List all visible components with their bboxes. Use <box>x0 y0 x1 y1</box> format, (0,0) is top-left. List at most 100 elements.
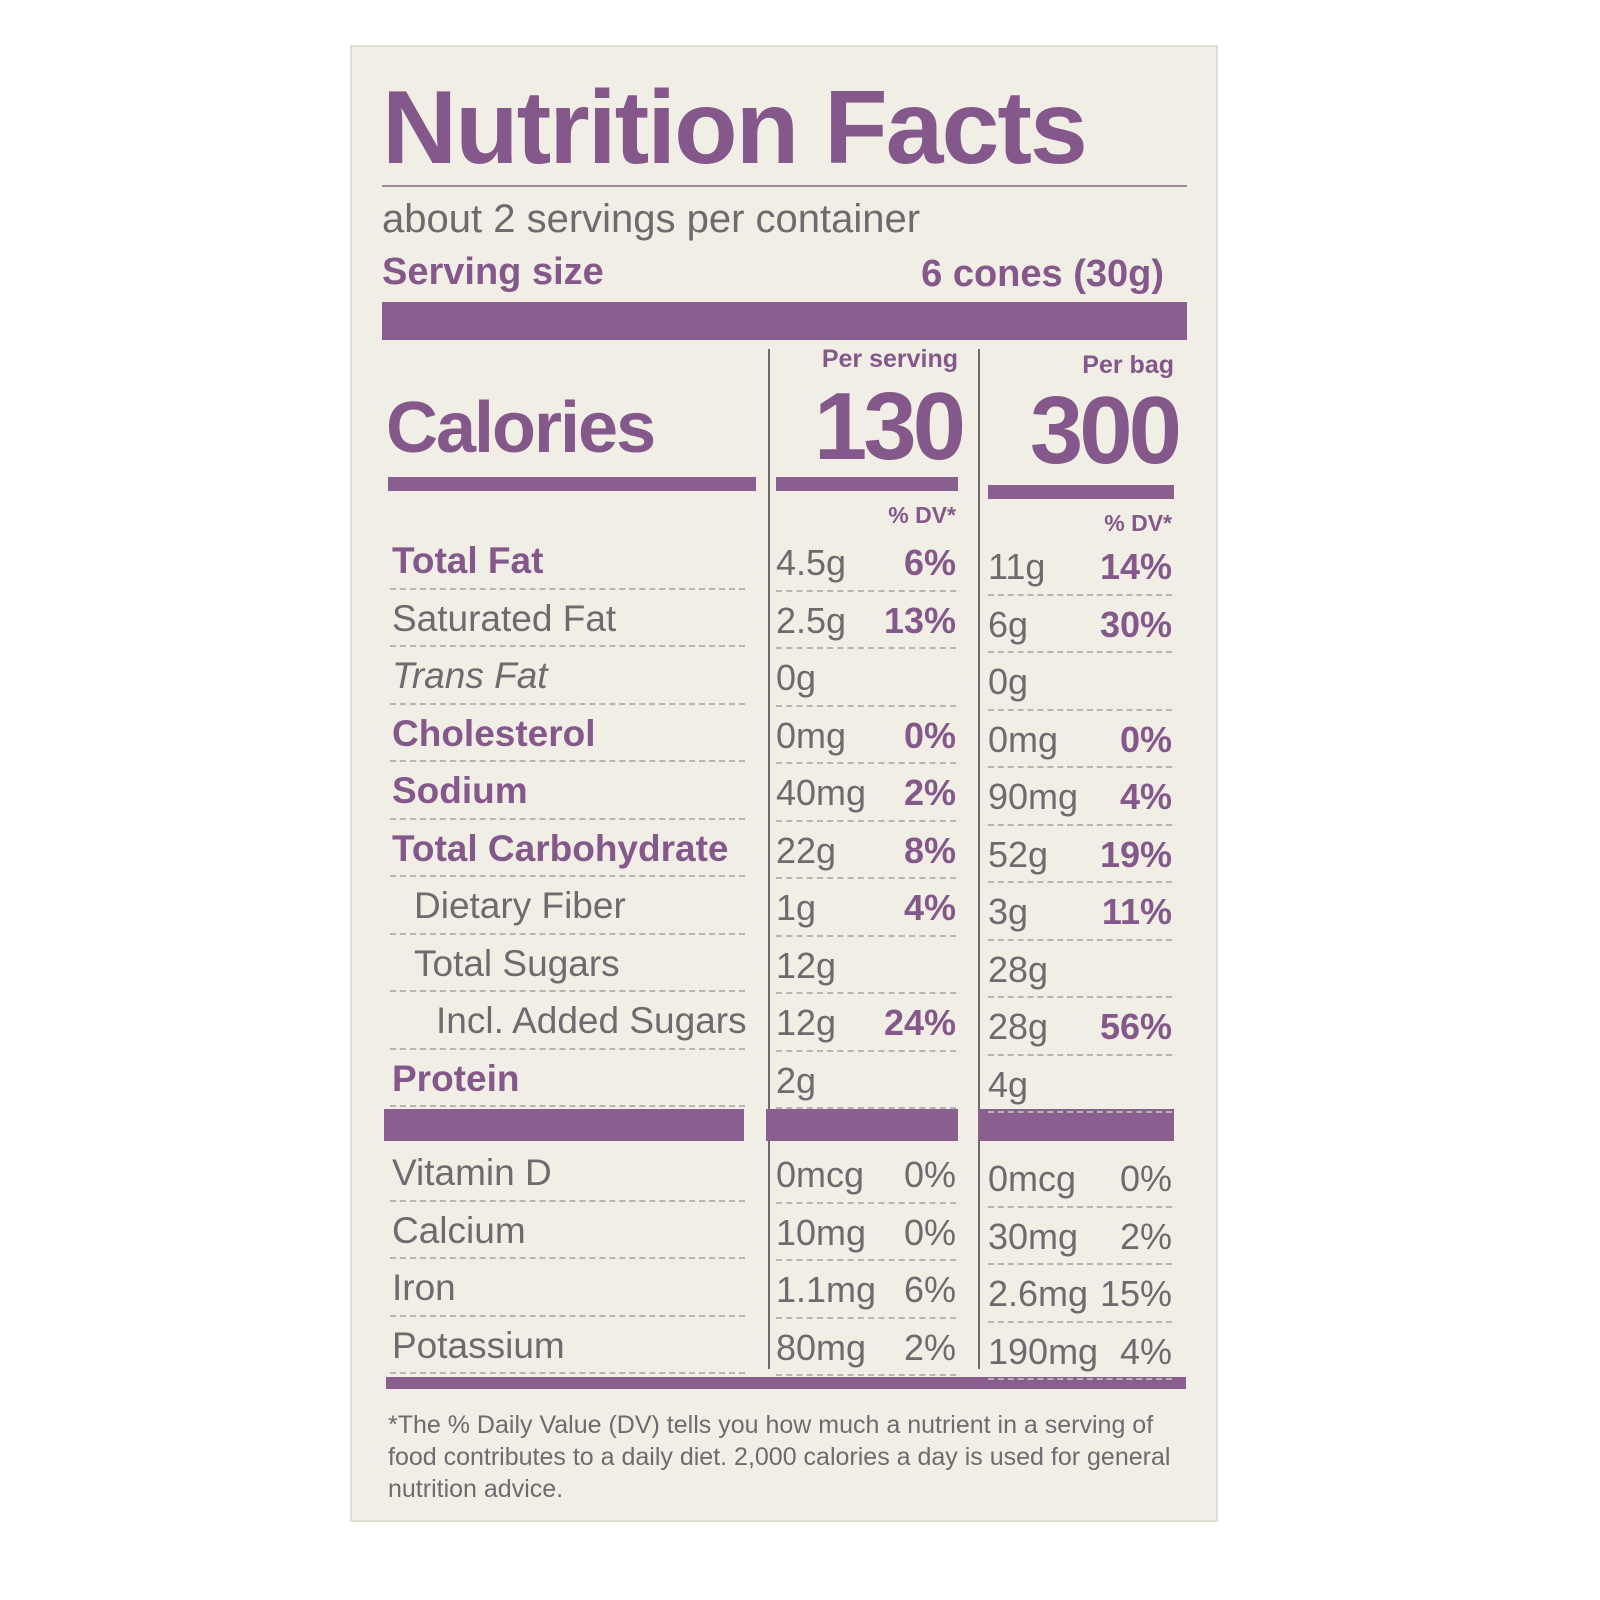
amount: 6g <box>988 603 1029 645</box>
amount: 28g <box>988 1006 1049 1047</box>
row-separator <box>390 760 745 762</box>
row-separator <box>776 1374 956 1376</box>
column-divider <box>978 349 980 1369</box>
row-separator <box>776 1316 956 1319</box>
row-separator <box>776 704 956 707</box>
nutrient-name: Total Sugars <box>414 942 620 984</box>
amount: 2.6mg <box>988 1273 1089 1314</box>
row-separator <box>988 766 1172 768</box>
row-separator <box>390 1105 745 1107</box>
nutrient-name: Dietary Fiber <box>414 885 626 926</box>
row-separator <box>390 1372 745 1374</box>
daily-value: 2% <box>903 772 956 813</box>
daily-value: 0% <box>1119 1158 1172 1199</box>
row-separator <box>776 819 956 822</box>
column-divider <box>768 349 770 1369</box>
nutrient-name: Saturated Fat <box>392 597 617 639</box>
daily-value: 24% <box>883 1002 956 1043</box>
nutrient-name: Potassium <box>392 1324 565 1366</box>
row-separator <box>390 932 745 935</box>
row-separator <box>988 651 1172 653</box>
amount: 0mg <box>776 714 847 756</box>
nutrient-name: Calcium <box>392 1209 526 1251</box>
nutrient-name: Incl. Added Sugars <box>436 1000 747 1041</box>
vitamin-rule <box>978 1109 1174 1141</box>
calories-label: Calories <box>386 388 656 468</box>
row-separator <box>390 702 745 705</box>
calories-rule <box>388 477 756 491</box>
daily-value: 6% <box>903 542 956 583</box>
row-separator <box>988 823 1172 826</box>
row-separator <box>776 647 956 649</box>
daily-value: 0% <box>1119 718 1172 760</box>
serving-size-value: 6 cones (30g) <box>921 253 1164 295</box>
amount: 0g <box>988 661 1029 702</box>
daily-value: 4% <box>903 887 956 928</box>
row-separator <box>988 996 1172 998</box>
column-header: Per serving <box>821 345 958 373</box>
dv-header: % DV* <box>1104 510 1172 536</box>
row-separator <box>988 1263 1172 1265</box>
daily-value: 0% <box>903 714 956 756</box>
daily-value: 2% <box>903 1326 956 1368</box>
amount: 0g <box>776 657 817 698</box>
daily-value: 6% <box>903 1269 956 1310</box>
calories-value: 300 <box>1029 377 1182 484</box>
daily-value: 14% <box>1099 546 1172 587</box>
amount: 0mg <box>988 718 1059 760</box>
row-separator <box>390 1199 745 1202</box>
row-separator <box>988 708 1172 711</box>
daily-value: 13% <box>883 599 956 641</box>
row-separator <box>776 1201 956 1204</box>
amount: 28g <box>988 948 1049 990</box>
row-separator <box>776 762 956 764</box>
title: Nutrition Facts <box>382 70 1088 186</box>
row-separator <box>988 1205 1172 1208</box>
calories-rule <box>988 485 1174 499</box>
row-separator <box>390 817 745 820</box>
amount: 2g <box>776 1059 817 1101</box>
vitamin-rule <box>766 1109 958 1141</box>
row-separator <box>390 875 745 877</box>
daily-value: 30% <box>1099 603 1172 645</box>
daily-value: 4% <box>1119 776 1172 817</box>
amount: 1g <box>776 887 817 928</box>
row-separator <box>776 589 956 592</box>
dv-header: % DV* <box>888 502 956 528</box>
daily-value: 19% <box>1099 833 1172 875</box>
amount: 0mcg <box>988 1158 1077 1199</box>
daily-value: 8% <box>903 829 956 871</box>
nutrient-name: Vitamin D <box>392 1152 552 1193</box>
servings: about 2 servings per container <box>382 197 921 241</box>
daily-value: 0% <box>903 1154 956 1195</box>
amount: 90mg <box>988 776 1079 817</box>
daily-value: 15% <box>1099 1273 1172 1314</box>
amount: 80mg <box>776 1326 867 1368</box>
amount: 0mcg <box>776 1154 865 1195</box>
serving-size-label: Serving size <box>382 251 604 293</box>
amount: 4.5g <box>776 542 847 583</box>
bottom-rule <box>386 1377 1186 1389</box>
amount: 12g <box>776 944 837 986</box>
amount: 4g <box>988 1063 1029 1105</box>
amount: 12g <box>776 1002 837 1043</box>
nutrient-name: Sodium <box>392 770 528 811</box>
row-separator <box>390 645 745 647</box>
row-separator <box>776 877 956 879</box>
row-separator <box>390 587 745 590</box>
calories-rule <box>776 477 958 491</box>
thick-rule <box>382 302 1187 340</box>
nutrition-label: Nutrition Facts about 2 servings per con… <box>350 45 1218 1522</box>
footnote: *The % Daily Value (DV) tells you how mu… <box>388 1411 1171 1503</box>
row-separator <box>390 990 745 992</box>
row-separator <box>776 1259 956 1261</box>
nutrient-name: Cholesterol <box>392 712 596 754</box>
nutrient-name: Trans Fat <box>392 655 548 696</box>
daily-value: 2% <box>1119 1215 1172 1257</box>
nutrient-name: Protein <box>392 1057 520 1099</box>
row-separator <box>776 1049 956 1052</box>
row-separator <box>988 938 1172 941</box>
amount: 10mg <box>776 1211 867 1253</box>
column-header: Per bag <box>1082 351 1174 379</box>
daily-value: 4% <box>1119 1330 1172 1372</box>
